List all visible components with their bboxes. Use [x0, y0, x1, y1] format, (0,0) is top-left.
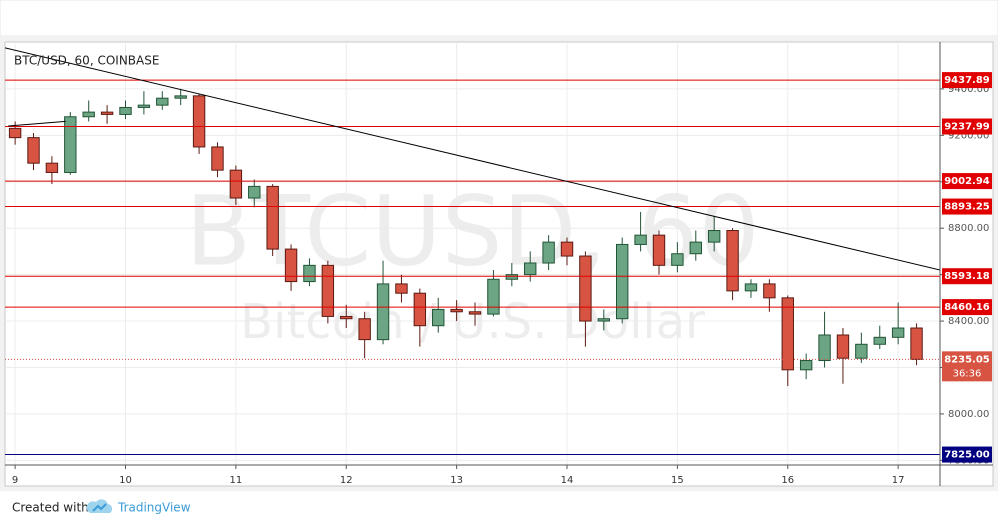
candle-body	[340, 315, 353, 320]
candle-body	[27, 137, 40, 164]
top-bar	[0, 0, 998, 37]
candle-body	[597, 318, 611, 322]
trendline	[5, 47, 940, 271]
trendline	[8, 120, 66, 127]
candle-body	[64, 116, 77, 173]
current-price-label: 8235.05	[944, 354, 990, 365]
level-label-box	[942, 299, 992, 316]
candle-body	[119, 106, 132, 115]
candle-body	[560, 241, 574, 257]
x-tick-label: 11	[230, 475, 243, 486]
candle-body	[634, 234, 647, 245]
candle-body	[505, 274, 519, 280]
x-tick-label: 10	[119, 475, 132, 486]
candle-body	[524, 262, 537, 276]
watermark: BTCUSD, 60	[185, 175, 759, 287]
candle-body	[910, 327, 923, 360]
level-label: 9437.89	[944, 75, 990, 86]
y-tick-label: 8400.00	[948, 316, 989, 327]
candle-body	[413, 292, 427, 327]
candle-body	[376, 283, 390, 341]
candle-body	[395, 283, 408, 294]
candle-body	[100, 111, 114, 115]
level-label: 8593.18	[944, 271, 990, 282]
level-label: 8460.16	[944, 302, 990, 313]
level-label-box	[942, 268, 992, 285]
level-label: 9002.94	[944, 176, 990, 187]
level-label: 9237.99	[944, 122, 990, 133]
candle-body	[891, 327, 905, 338]
candle-body	[211, 146, 224, 171]
candle-body	[744, 283, 758, 292]
candle-body	[358, 318, 371, 341]
candle-body	[836, 334, 850, 359]
level-label-box	[942, 446, 992, 463]
level-label-box	[942, 72, 992, 89]
candle-body	[781, 297, 794, 371]
candle-body	[266, 185, 279, 250]
candle-body	[248, 185, 261, 199]
candle-body	[799, 360, 813, 371]
candle-body	[542, 241, 555, 264]
candle-body	[45, 162, 59, 173]
candle-body	[873, 336, 886, 345]
tradingview-logo	[86, 499, 113, 513]
candle-body	[689, 241, 702, 255]
x-tick-label: 9	[12, 475, 18, 486]
candle-body	[671, 253, 684, 266]
candle-body	[8, 127, 22, 139]
x-tick-label: 12	[340, 475, 353, 486]
level-label: 8893.25	[944, 202, 990, 213]
candle-body	[726, 230, 739, 292]
candle-body	[174, 95, 187, 99]
candle-body	[137, 104, 151, 108]
candle-body	[487, 278, 500, 315]
countdown-label: 36:36	[953, 368, 982, 379]
x-tick-label: 13	[450, 475, 463, 486]
candle-body	[652, 234, 666, 266]
y-tick-label: 8800.00	[948, 223, 989, 234]
level-label-box	[942, 173, 992, 190]
candle-body	[468, 311, 482, 315]
x-tick-label: 17	[892, 475, 905, 486]
x-tick-label: 14	[561, 475, 574, 486]
candle-body	[763, 283, 776, 299]
candle-body	[855, 343, 868, 359]
chart-pane	[4, 41, 994, 487]
candle-body	[450, 308, 463, 313]
candle-body	[615, 243, 629, 320]
y-tick-label: 9400.00	[948, 84, 989, 95]
candle-body	[321, 264, 335, 317]
candle-body	[432, 308, 445, 327]
candle-body	[707, 230, 721, 243]
candle-body	[229, 169, 243, 199]
y-tick-label: 9200.00	[948, 130, 989, 141]
level-label: 7825.00	[944, 450, 990, 461]
current-price-box	[942, 351, 992, 382]
candle-body	[303, 264, 316, 283]
y-tick-label: 8000.00	[948, 409, 989, 420]
candle-body	[818, 334, 831, 362]
x-tick-label: 15	[671, 475, 684, 486]
candle-body	[82, 111, 95, 118]
candle-body	[156, 97, 169, 106]
chart-title: BTC/USD, 60, COINBASE	[14, 54, 159, 68]
footer-brand[interactable]: TradingView	[117, 501, 191, 515]
watermark-subtitle: Bitcoin / U.S. Dollar	[240, 294, 705, 350]
x-tick-label: 16	[781, 475, 794, 486]
axes: 7800.008000.008200.008400.008600.008800.…	[12, 72, 992, 486]
footer-text: Created with	[12, 501, 89, 515]
candle-body	[284, 248, 298, 283]
level-label-box	[942, 118, 992, 135]
level-label-box	[942, 198, 992, 215]
plot-area: BTCUSD, 60 Bitcoin / U.S. Dollar	[5, 42, 940, 465]
candle-body	[192, 95, 206, 148]
candle-body	[579, 255, 592, 322]
